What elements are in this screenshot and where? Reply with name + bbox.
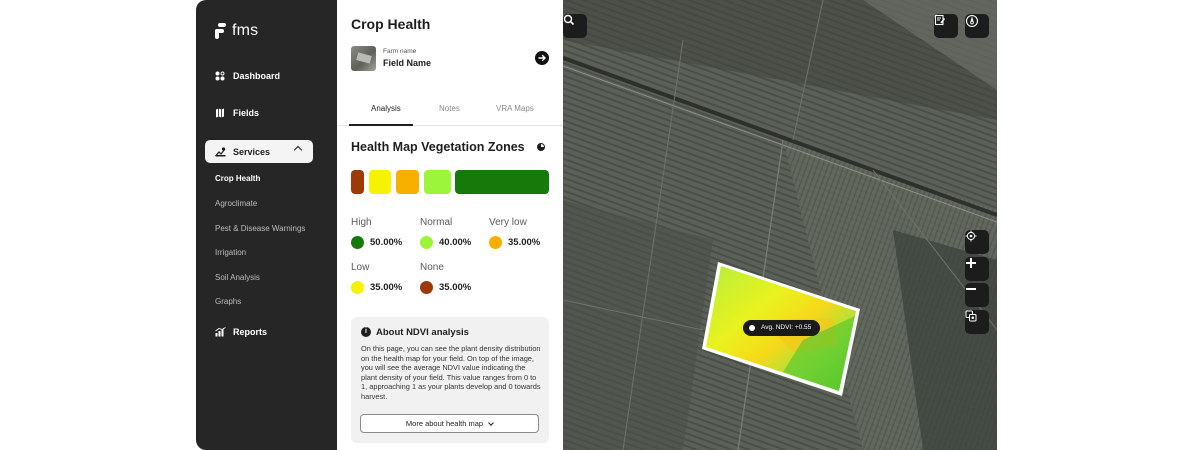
sub-item-soil-analysis[interactable]: Soil Analysis [215,273,260,282]
map-locate-button[interactable] [965,230,989,254]
nav-services-label: Services [233,146,271,157]
map-layers-button[interactable] [965,310,989,334]
zoom-in-icon [966,258,976,268]
farm-name-label: Farm name [383,48,417,55]
app-window: fms Dashboard Fields Services Crop Healt… [196,0,997,450]
reports-icon [215,327,226,337]
sub-item-irrigation[interactable]: Irrigation [215,248,247,257]
info-icon: i [361,327,371,337]
zone-bar-low [369,170,391,194]
legend-normal: 40.00% [420,236,471,249]
map-imagery [563,0,997,450]
chevron-down-icon [488,419,494,426]
zoom-out-icon [966,288,976,290]
zone-bar-high [455,170,549,194]
sub-item-agroclimate[interactable]: Agroclimate [215,199,258,208]
legend-high: 50.00% [351,236,402,249]
fms-logo-icon [215,23,226,39]
more-about-health-map-button[interactable]: More about health map [360,414,539,433]
map-notes-button[interactable] [934,14,958,38]
legend-label-high: High [351,217,372,228]
search-icon [563,14,575,26]
map-search-button[interactable] [563,14,587,38]
tab-analysis[interactable]: Analysis [371,104,401,113]
legend-dot-high [351,236,364,249]
sidebar: fms Dashboard Fields Services Crop Healt… [196,0,337,450]
legend-dot-low [351,281,364,294]
fields-icon [215,108,225,118]
legend-label-normal: Normal [420,217,453,228]
note-icon [934,14,946,26]
more-button-label: More about health map [405,419,484,428]
locate-icon [965,230,977,242]
legend-value-low: 35.00% [370,282,403,293]
zone-bar-normal [424,170,451,194]
legend-dot-normal [420,236,433,249]
nav-services[interactable]: Services [205,140,313,163]
about-text: On this page, you can see the plant dens… [361,344,541,401]
nav-reports[interactable]: Reports [215,327,267,337]
nav-dashboard-label: Dashboard [233,71,281,81]
section-title: Health Map Vegetation Zones [351,140,525,154]
legend-label-none: None [420,262,444,273]
legend-dot-very-low [489,236,502,249]
nav-reports-label: Reports [233,327,268,337]
legend-very-low: 35.00% [489,236,540,249]
sub-item-graphs[interactable]: Graphs [215,297,242,306]
pie-chart-icon[interactable] [537,143,545,151]
legend-label-very-low: Very low [489,217,527,228]
tab-bar: Analysis Notes VRA Maps [337,96,563,126]
legend-value-high: 50.00% [370,237,403,248]
chevron-up-icon[interactable] [293,145,303,155]
sub-item-crop-health[interactable]: Crop Health [215,174,261,183]
nav-dashboard[interactable]: Dashboard [215,71,280,81]
compass-icon [965,14,979,28]
logo-text: fms [232,22,259,39]
satellite-map[interactable]: Avg. NDVI: +0.55 [563,0,997,450]
zone-bar-very-low [396,170,419,194]
field-thumbnail [351,46,376,71]
legend-value-very-low: 35.00% [508,237,541,248]
about-ndvi-card: i About NDVI analysis On this page, you … [351,317,549,443]
tab-notes[interactable]: Notes [439,104,460,113]
tab-vra-maps[interactable]: VRA Maps [496,104,534,113]
nav-fields[interactable]: Fields [215,108,259,118]
layers-icon [965,310,977,322]
map-zoom-in-button[interactable] [965,257,989,281]
legend-low: 35.00% [351,281,402,294]
app-logo[interactable]: fms [215,22,258,40]
field-go-button[interactable] [535,51,549,65]
dashboard-icon [215,71,225,81]
legend-value-normal: 40.00% [439,237,472,248]
avg-ndvi-tag[interactable]: Avg. NDVI: +0.55 [743,320,821,336]
services-icon [215,146,226,157]
about-title: About NDVI analysis [376,327,469,338]
legend-dot-none [420,281,433,294]
nav-fields-label: Fields [233,108,260,118]
active-tab-indicator [349,124,413,126]
legend-label-low: Low [351,262,370,273]
legend-none: 35.00% [420,281,471,294]
zone-bar-none [351,170,364,194]
legend-value-none: 35.00% [439,282,472,293]
arrow-right-icon [538,54,546,62]
field-name: Field Name [383,58,432,68]
sub-item-pest-disease[interactable]: Pest & Disease Warnings [215,224,306,233]
crop-health-panel: Crop Health Farm name Field Name Analysi… [337,0,563,450]
map-zoom-out-button[interactable] [965,283,989,307]
page-title: Crop Health [351,16,431,32]
map-compass-button[interactable] [965,14,989,38]
